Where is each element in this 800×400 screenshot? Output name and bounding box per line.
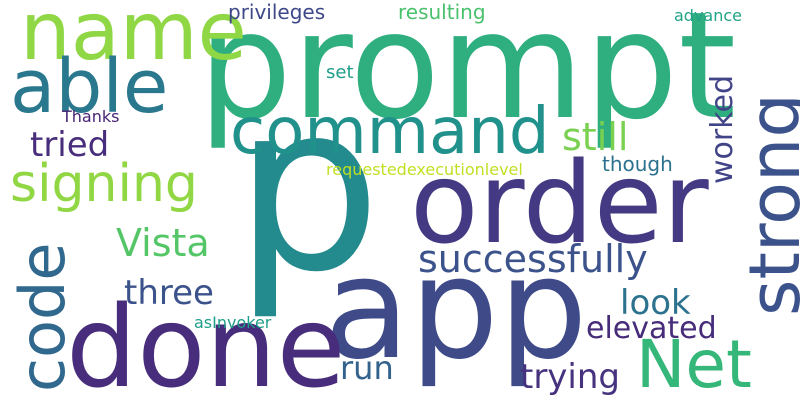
word-requestedexecutionlevel: requestedexecutionlevel (326, 160, 523, 179)
word-trying: trying (520, 357, 621, 397)
word-Thanks: Thanks (62, 107, 120, 126)
word-code: code (6, 242, 79, 392)
word-command: command (230, 95, 550, 169)
word-p: p (234, 53, 382, 323)
word-tried: tried (30, 125, 110, 165)
word-successfully: successfully (418, 237, 648, 281)
word-order: order (410, 139, 709, 269)
word-app: app (324, 228, 588, 391)
word-three: three (124, 273, 214, 313)
word-privileges: privileges (228, 0, 326, 24)
word-Vista: Vista (116, 221, 210, 265)
word-worked: worked (705, 74, 740, 184)
word-still: still (562, 115, 629, 159)
word-look: look (620, 283, 691, 323)
word-run: run (340, 349, 394, 387)
word-asInvoker: asInvoker (194, 313, 272, 332)
word-able: able (10, 44, 169, 130)
word-Net: Net (636, 326, 752, 400)
word-signing: signing (10, 154, 198, 214)
word-name: name (20, 0, 247, 78)
word-advance: advance (674, 6, 743, 25)
word-though: though (602, 152, 673, 176)
word-strong: strong (734, 93, 800, 316)
word-elevated: elevated (586, 311, 717, 346)
word-done: done (66, 283, 346, 400)
word-resulting: resulting (398, 0, 486, 24)
word-prompt: prompt (198, 0, 737, 152)
word-set: set (326, 62, 354, 83)
